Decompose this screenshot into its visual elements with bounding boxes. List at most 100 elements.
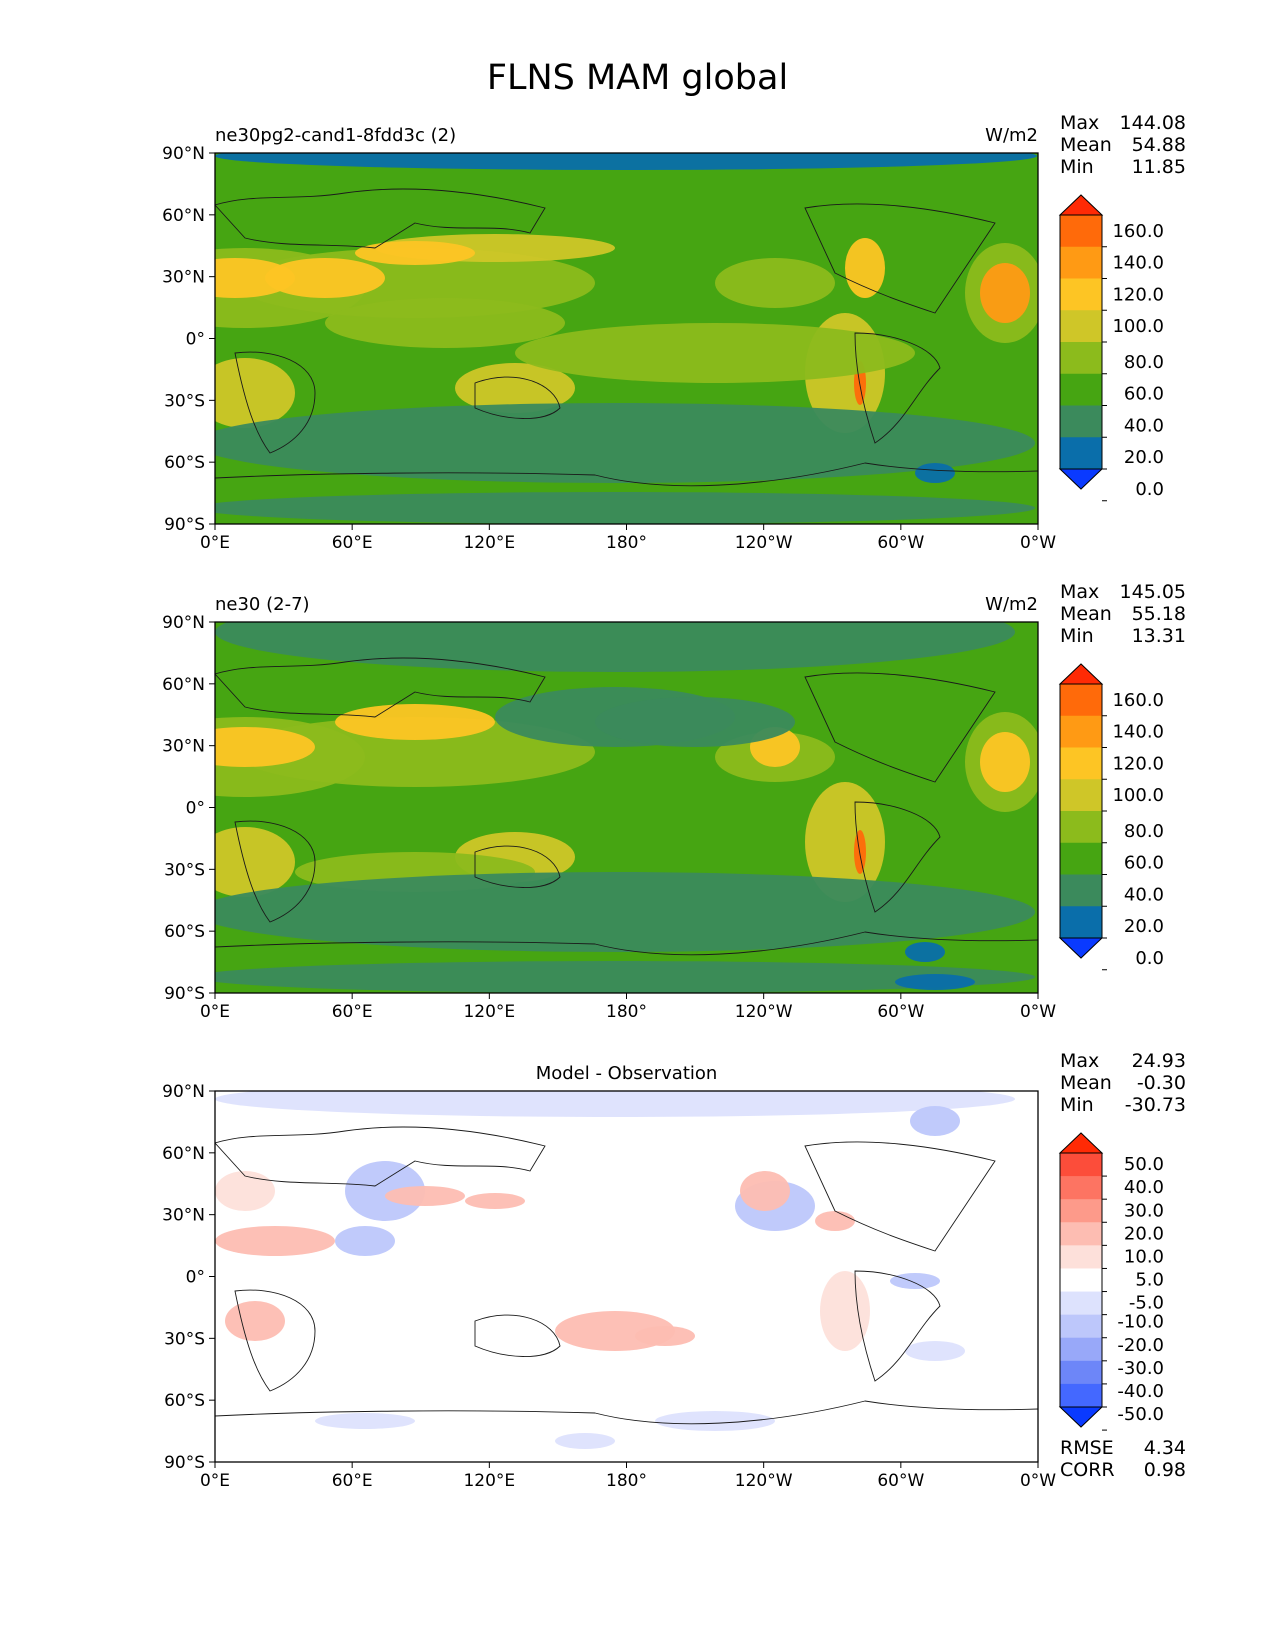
colorbar-tick-label: 20.0 bbox=[1124, 447, 1164, 468]
contour-region-8 bbox=[355, 241, 475, 265]
contour-region-16 bbox=[515, 323, 915, 383]
stat-value: 54.88 bbox=[1132, 134, 1186, 156]
figure-title: FLNS MAM global bbox=[486, 58, 789, 98]
colorbar: 160.0 140.0 120.0 100.0 80.0 60.0 40.0 20.0 0.0 bbox=[1058, 663, 1164, 971]
colorbar-tick-label: 0.0 bbox=[1135, 948, 1164, 969]
stat-value: 24.93 bbox=[1132, 1050, 1186, 1072]
contour-region-8 bbox=[225, 1301, 285, 1341]
coastline-4 bbox=[854, 801, 941, 913]
colorbar-segment bbox=[1060, 1314, 1102, 1339]
contour-region-0 bbox=[215, 1091, 1015, 1117]
colorbar-segment bbox=[1060, 405, 1102, 438]
stat-label: Min bbox=[1060, 156, 1094, 178]
contour-region-18 bbox=[905, 942, 945, 962]
colorbar-segment bbox=[1060, 1268, 1102, 1293]
colorbar-segment bbox=[1060, 1337, 1102, 1362]
colorbar-segment bbox=[1060, 246, 1102, 279]
contour-region-19 bbox=[895, 974, 975, 990]
x-tick-label: 0°E bbox=[200, 1471, 230, 1491]
colorbar-tick-label: -10.0 bbox=[1117, 1312, 1164, 1333]
colorbar-segment bbox=[1060, 747, 1102, 780]
map-panel-2: 0°E 60°E 120°E 180° 120°W 60°W 0°W 90°N 60°N 30°N… bbox=[162, 581, 1186, 1022]
stat-label: Min bbox=[1060, 1094, 1094, 1116]
footer-stat-label: CORR bbox=[1060, 1459, 1115, 1481]
colorbar-tick-label: 60.0 bbox=[1124, 384, 1164, 405]
colorbar-tick-label: 60.0 bbox=[1124, 853, 1164, 874]
contour-region-12 bbox=[455, 363, 575, 413]
contour-region-6 bbox=[265, 258, 385, 298]
colorbar-segment bbox=[1060, 215, 1102, 248]
contour-region-16 bbox=[215, 872, 1035, 952]
contour-region-4 bbox=[910, 1106, 960, 1136]
colorbar-tick-label: 100.0 bbox=[1112, 785, 1164, 806]
stat-label: Max bbox=[1060, 112, 1099, 134]
colorbar-tick-label: 20.0 bbox=[1124, 1223, 1164, 1244]
colorbar-tick-label: -20.0 bbox=[1117, 1335, 1164, 1356]
colorbar-tick-label: 140.0 bbox=[1112, 253, 1164, 274]
x-tick-label: 120°E bbox=[463, 533, 515, 553]
contour-region-6 bbox=[335, 704, 495, 740]
y-tick-label: 30°N bbox=[162, 737, 205, 757]
contour-region-15 bbox=[315, 1413, 415, 1429]
field-contours bbox=[215, 153, 1038, 524]
x-tick-label: 180° bbox=[606, 1002, 647, 1022]
contour-region-9 bbox=[215, 827, 295, 897]
y-tick-label: 30°S bbox=[164, 391, 205, 411]
x-tick-label: 0°W bbox=[1020, 1471, 1056, 1491]
colorbar-segment bbox=[1060, 906, 1102, 939]
colorbar-tick-label: 120.0 bbox=[1112, 753, 1164, 774]
colorbar-segment bbox=[1060, 1222, 1102, 1246]
x-tick-label: 120°W bbox=[735, 533, 793, 553]
contour-region-11 bbox=[740, 1171, 790, 1211]
colorbar-segment bbox=[1060, 1291, 1102, 1316]
y-tick-label: 60°S bbox=[164, 922, 205, 942]
y-tick-label: 90°N bbox=[162, 613, 205, 633]
contour-region-12 bbox=[815, 1211, 855, 1231]
y-tick-label: 60°N bbox=[162, 1144, 205, 1164]
x-tick-label: 0°E bbox=[200, 533, 230, 553]
colorbar-segment bbox=[1060, 1383, 1102, 1408]
footer-stat-value: 0.98 bbox=[1144, 1459, 1186, 1481]
colorbar-tick-label: 100.0 bbox=[1112, 316, 1164, 337]
colorbar-tick-label: 160.0 bbox=[1112, 690, 1164, 711]
footer-stat-label: RMSE bbox=[1060, 1437, 1114, 1459]
coastline-5 bbox=[215, 931, 1038, 956]
contour-region-19 bbox=[905, 1341, 965, 1361]
colorbar-segment bbox=[1060, 779, 1102, 812]
stat-value: 13.31 bbox=[1132, 625, 1186, 647]
x-tick-label: 120°W bbox=[735, 1471, 793, 1491]
stat-label: Max bbox=[1060, 581, 1099, 603]
colorbar-tick-label: 80.0 bbox=[1124, 821, 1164, 842]
colorbar-extend-max bbox=[1058, 194, 1104, 216]
units-label: W/m2 bbox=[985, 125, 1038, 146]
colorbar-segment bbox=[1060, 874, 1102, 907]
colorbar-tick-label: 40.0 bbox=[1124, 415, 1164, 436]
contour-region-18 bbox=[890, 1273, 940, 1289]
coastline-4 bbox=[854, 1270, 941, 1382]
y-tick-label: 30°N bbox=[162, 268, 205, 288]
x-tick-label: 0°W bbox=[1020, 533, 1056, 553]
contour-region-14 bbox=[655, 1411, 775, 1431]
y-tick-label: 0° bbox=[186, 1268, 205, 1288]
contour-region-14 bbox=[595, 697, 795, 747]
colorbar-tick-label: -5.0 bbox=[1129, 1293, 1164, 1314]
contour-region-0 bbox=[215, 622, 1015, 672]
stat-label: Mean bbox=[1060, 134, 1112, 156]
coastline-0 bbox=[215, 188, 546, 249]
colorbar-segment bbox=[1060, 1153, 1102, 1177]
y-tick-label: 30°N bbox=[162, 1206, 205, 1226]
y-tick-label: 0° bbox=[186, 799, 205, 819]
colorbar-tick-label: 10.0 bbox=[1124, 1246, 1164, 1267]
coastline-3 bbox=[804, 1141, 996, 1252]
y-tick-label: 30°S bbox=[164, 860, 205, 880]
colorbar-extend-min bbox=[1058, 937, 1104, 959]
colorbar-segment bbox=[1060, 1176, 1102, 1200]
x-tick-label: 120°E bbox=[463, 1002, 515, 1022]
contour-region-11 bbox=[215, 358, 295, 428]
colorbar-segment bbox=[1060, 715, 1102, 748]
x-tick-label: 60°E bbox=[332, 533, 373, 553]
contour-region-17 bbox=[215, 961, 1035, 993]
x-tick-label: 0°W bbox=[1020, 1002, 1056, 1022]
colorbar: 50.040.030.020.010.0 5.0-5.0-10.0-20.0-30… bbox=[1058, 1132, 1164, 1431]
contour-region-1 bbox=[345, 1161, 425, 1221]
